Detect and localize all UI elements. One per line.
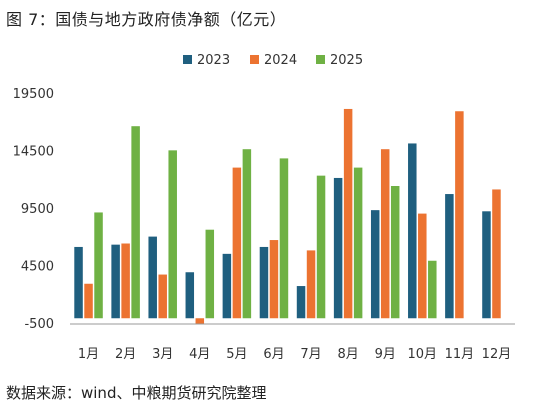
bar-2023-1月 [74, 246, 83, 319]
bar-2025-1月 [94, 212, 103, 319]
bar-2025-5月 [242, 149, 252, 319]
bar-2025-2月 [131, 126, 140, 319]
legend-item-2024: 2024 [250, 53, 297, 68]
x-tick-label: 3月 [152, 347, 173, 362]
x-tick-label: 11月 [445, 347, 475, 362]
legend-swatch [250, 55, 259, 64]
bar-2024-11月 [455, 111, 464, 319]
bar-2024-8月 [343, 108, 353, 319]
y-tick-label: 9500 [21, 202, 54, 217]
bar-2025-4月 [205, 229, 215, 319]
x-tick-label: 5月 [226, 347, 247, 362]
legend-label: 2025 [330, 53, 363, 68]
legend-label: 2023 [197, 53, 230, 68]
x-tick-label: 6月 [263, 347, 284, 362]
bar-2024-6月 [269, 240, 279, 319]
bar-2024-10月 [418, 213, 427, 319]
bar-2025-7月 [316, 175, 326, 319]
legend-item-2025: 2025 [316, 53, 363, 68]
bar-2023-8月 [333, 177, 343, 319]
bar-2024-4月 [195, 318, 205, 324]
bar-2025-6月 [279, 158, 289, 319]
legend-label: 2024 [264, 53, 297, 68]
x-axis: 1月 2月 3月 4月 5月 6月 7月 8月 9月 10月 11月 12月 [78, 347, 511, 362]
bar-2023-5月 [222, 253, 232, 319]
x-tick-label: 7月 [300, 347, 321, 362]
bar-2025-3月 [168, 150, 177, 319]
x-tick-label: 2月 [115, 347, 136, 362]
legend-swatch [316, 55, 325, 64]
data-source-note: 数据来源：wind、中粮期货研究院整理 [6, 384, 267, 402]
y-tick-label: 14500 [13, 145, 54, 160]
y-tick-label: 4500 [21, 260, 54, 275]
y-tick-label: -500 [24, 317, 54, 332]
x-tick-label: 4月 [189, 347, 210, 362]
legend-swatch [183, 55, 192, 64]
bar-2024-9月 [380, 149, 390, 319]
bar-2023-4月 [185, 272, 195, 319]
bar-2024-5月 [232, 167, 242, 319]
x-tick-label: 12月 [482, 347, 512, 362]
x-tick-label: 9月 [375, 347, 396, 362]
bar-2023-2月 [111, 244, 120, 319]
y-tick-label: 19500 [13, 87, 54, 102]
bar-2024-1月 [84, 283, 93, 319]
y-axis: -500 4500 9500 14500 19500 [13, 87, 54, 332]
x-tick-label: 1月 [78, 347, 99, 362]
bar-2023-12月 [482, 211, 491, 319]
chart-legend: 2023 2024 2025 [183, 53, 363, 68]
bar-2023-9月 [370, 210, 380, 319]
bar-2025-10月 [428, 260, 437, 319]
bar-2024-2月 [121, 243, 130, 319]
x-tick-label: 10月 [408, 347, 438, 362]
x-tick-label: 8月 [337, 347, 358, 362]
bars [74, 108, 501, 324]
bar-2024-7月 [306, 250, 316, 319]
bar-2023-7月 [296, 286, 306, 319]
bar-2024-3月 [158, 274, 167, 319]
chart-title: 图 7：国债与地方政府债净额（亿元） [6, 10, 287, 29]
bar-2023-6月 [259, 246, 269, 319]
bar-2025-8月 [353, 167, 363, 319]
bar-2025-9月 [390, 186, 400, 319]
legend-item-2023: 2023 [183, 53, 230, 68]
bar-2023-3月 [148, 236, 157, 319]
bar-2024-12月 [492, 189, 501, 319]
bar-2023-10月 [408, 143, 417, 319]
bar-2023-11月 [445, 194, 454, 319]
